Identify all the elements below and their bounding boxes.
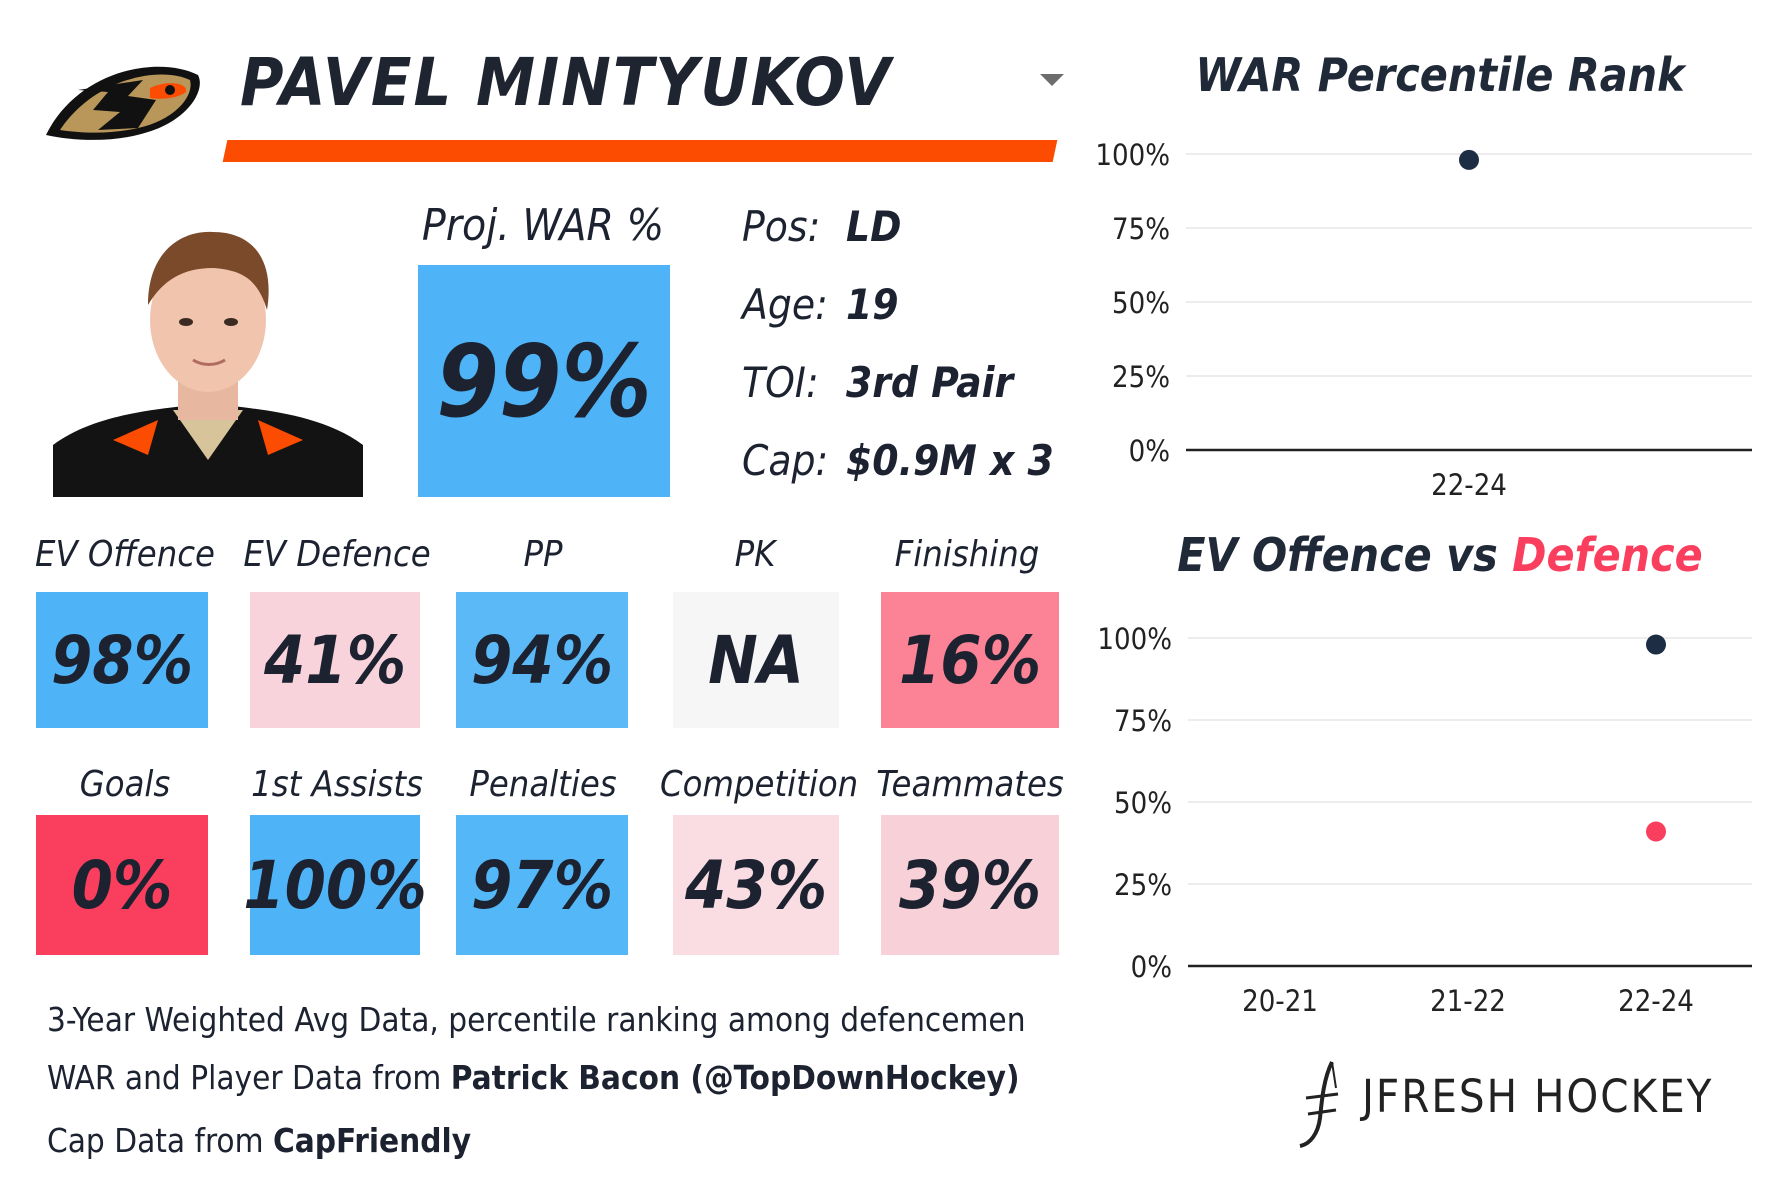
footer-source-name: CapFriendly bbox=[272, 1121, 472, 1160]
y-tick-label: 0% bbox=[1129, 434, 1170, 468]
footer-text: WAR and Player Data from bbox=[47, 1058, 451, 1097]
chart-title-war: WAR Percentile Rank bbox=[1195, 48, 1685, 102]
stat-label-ev-defence: EV Defence bbox=[243, 534, 431, 575]
stat-label-ev-offence: EV Offence bbox=[35, 534, 215, 575]
stat-value: 97% bbox=[470, 846, 614, 924]
info-label: TOI: bbox=[742, 358, 819, 407]
stat-tile-teammates: 39% bbox=[881, 815, 1059, 955]
info-label: Cap: bbox=[742, 436, 829, 485]
stat-label-pk: PK bbox=[734, 534, 776, 575]
stat-label-penalties: Penalties bbox=[469, 764, 617, 805]
proj-war-tile: 99% bbox=[418, 265, 670, 497]
y-tick-label: 50% bbox=[1112, 286, 1170, 320]
stat-tile-first-assists: 100% bbox=[243, 815, 427, 955]
y-tick-label: 0% bbox=[1131, 950, 1172, 984]
stat-label-pp: PP bbox=[523, 534, 563, 575]
info-label: Age: bbox=[742, 280, 828, 329]
player-photo bbox=[53, 210, 363, 497]
stat-label-goals: Goals bbox=[79, 764, 171, 805]
footer-text: Cap Data from bbox=[47, 1121, 273, 1160]
info-value: 3rd Pair bbox=[846, 358, 1014, 407]
stat-value: 16% bbox=[898, 621, 1042, 699]
stat-value: NA bbox=[708, 621, 804, 699]
chevron-down-icon[interactable] bbox=[1040, 74, 1064, 86]
jfresh-logo-icon bbox=[1299, 1061, 1339, 1148]
y-tick-label: 75% bbox=[1114, 704, 1172, 738]
info-row-age: Age: 19 bbox=[742, 270, 1062, 340]
stat-value: 41% bbox=[263, 621, 407, 699]
stat-tile-pp: 94% bbox=[456, 592, 628, 728]
stat-label-teammates: Teammates bbox=[876, 764, 1064, 805]
stat-tile-ev-offence: 98% bbox=[36, 592, 208, 728]
footer-note-method: 3-Year Weighted Avg Data, percentile ran… bbox=[47, 1000, 1026, 1039]
x-tick-label: 22-24 bbox=[1431, 468, 1507, 502]
stat-label-first-assists: 1st Assists bbox=[251, 764, 423, 805]
footer-source-name: Patrick Bacon (@TopDownHockey) bbox=[450, 1058, 1020, 1097]
stat-tile-competition: 43% bbox=[673, 815, 839, 955]
stat-tile-pk: NA bbox=[673, 592, 839, 728]
info-value: 19 bbox=[846, 280, 899, 329]
chart-title-part: EV Offence vs bbox=[1177, 528, 1513, 582]
data-point bbox=[1646, 821, 1666, 842]
x-tick-label: 21-22 bbox=[1430, 984, 1506, 1018]
team-logo bbox=[46, 66, 200, 140]
accent-bar bbox=[222, 140, 1058, 162]
brand-name: JFRESH HOCKEY bbox=[1362, 1070, 1714, 1123]
stat-tile-finishing: 16% bbox=[881, 592, 1059, 728]
y-tick-label: 75% bbox=[1112, 212, 1170, 246]
player-name: PAVEL MINTYUKOV bbox=[240, 44, 893, 121]
data-point bbox=[1459, 149, 1479, 170]
chart-title-part-highlight: Defence bbox=[1512, 528, 1703, 582]
info-value: LD bbox=[846, 202, 902, 251]
y-tick-label: 100% bbox=[1097, 622, 1172, 656]
y-tick-label: 25% bbox=[1112, 360, 1170, 394]
stat-value: 39% bbox=[898, 846, 1042, 924]
x-tick-label: 20-21 bbox=[1242, 984, 1318, 1018]
y-tick-label: 25% bbox=[1114, 868, 1172, 902]
chart-title-ev: EV Offence vs Defence bbox=[1140, 528, 1740, 582]
stat-value: 94% bbox=[470, 621, 614, 699]
stat-value: 100% bbox=[243, 846, 427, 924]
stat-value: 43% bbox=[684, 846, 828, 924]
info-row-position: Pos: LD bbox=[742, 192, 1062, 262]
ev-offence-defence-chart: 0% 25% 50% 75% 100% 20-21 21-22 22-24 bbox=[1097, 622, 1752, 1018]
stat-tile-penalties: 97% bbox=[456, 815, 628, 955]
stat-label-finishing: Finishing bbox=[894, 534, 1040, 575]
y-tick-label: 100% bbox=[1095, 138, 1170, 172]
war-percentile-chart: 0% 25% 50% 75% 100% 22-24 bbox=[1095, 138, 1752, 502]
footer-note-war-source: WAR and Player Data from Patrick Bacon (… bbox=[47, 1053, 1020, 1103]
x-tick-label: 22-24 bbox=[1618, 984, 1694, 1018]
info-row-cap: Cap: $0.9M x 3 bbox=[742, 426, 1062, 496]
stat-value: 0% bbox=[71, 846, 173, 924]
proj-war-value: 99% bbox=[436, 322, 652, 440]
data-point bbox=[1646, 634, 1666, 655]
stat-value: 98% bbox=[50, 621, 194, 699]
stat-tile-goals: 0% bbox=[36, 815, 208, 955]
info-label: Pos: bbox=[742, 202, 821, 251]
stat-tile-ev-defence: 41% bbox=[250, 592, 420, 728]
info-value: $0.9M x 3 bbox=[846, 436, 1054, 485]
stat-label-competition: Competition bbox=[660, 764, 859, 805]
y-tick-label: 50% bbox=[1114, 786, 1172, 820]
footer-note-cap-source: Cap Data from CapFriendly bbox=[47, 1116, 471, 1166]
info-row-toi: TOI: 3rd Pair bbox=[742, 348, 1062, 418]
proj-war-label: Proj. WAR % bbox=[421, 200, 665, 251]
